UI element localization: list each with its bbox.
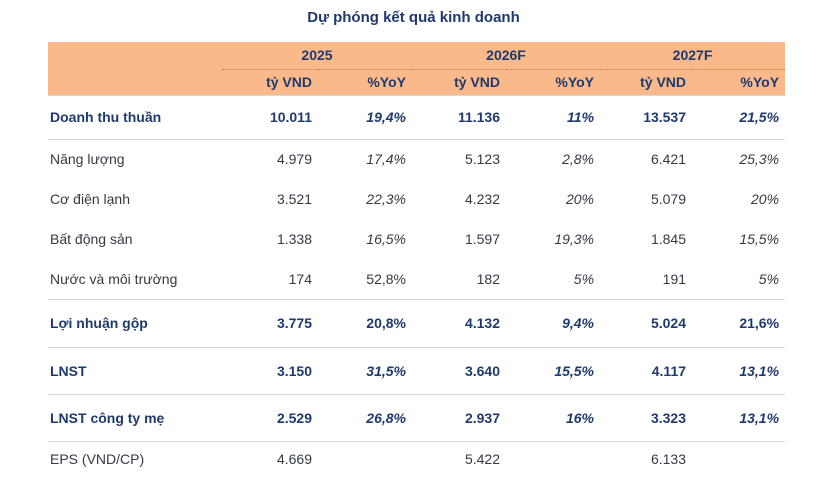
cell-yoy: 2,8% [562, 151, 595, 168]
header-unit: tỷ VND [600, 69, 693, 95]
cell-value: 13.537 [600, 94, 693, 140]
row-label: Năng lượng [50, 151, 125, 168]
cell-yoy: 11% [506, 94, 601, 140]
cell-value: 191 [600, 259, 693, 300]
row-label: Lợi nhuận gộp [48, 299, 222, 348]
row-label: Cơ điện lạnh [50, 191, 131, 207]
cell-yoy: 13,1% [692, 347, 786, 395]
header-blank [48, 42, 222, 69]
cell-value: 6.133 [650, 451, 687, 468]
row-label: LNST [48, 347, 222, 395]
cell-value: 2.937 [412, 394, 506, 442]
cell-yoy: 26,8% [318, 394, 412, 442]
row-label: Doanh thu thuần [48, 94, 222, 140]
cell-yoy: 17,4% [366, 151, 406, 168]
cell-value: 5.123 [464, 151, 500, 168]
cell-yoy: 15,5% [739, 231, 780, 247]
cell-yoy: 5% [692, 259, 786, 300]
table-row-water-env: Nước và môi trường 174 52,8% 182 5% 191 … [48, 259, 786, 300]
cell-value: 3.323 [600, 394, 693, 442]
row-label: EPS (VND/CP) [50, 451, 145, 468]
cell-yoy: 20% [565, 191, 595, 207]
cell-yoy: 20,8% [318, 299, 412, 348]
table-row-revenue: Doanh thu thuần 10.011 19,4% 11.136 11% … [48, 94, 786, 140]
header-unit: %YoY [318, 69, 412, 95]
cell-value: 3.775 [222, 299, 318, 348]
header-year-2026f: 2026F [412, 42, 601, 70]
cell-value: 3.150 [222, 347, 318, 395]
cell-yoy: 22,3% [366, 191, 406, 207]
cell-value: 1.597 [464, 231, 500, 247]
cell-value: 4.117 [600, 347, 693, 395]
cell-value: 5.422 [464, 451, 500, 468]
cell-yoy: 52,8% [318, 259, 412, 300]
cell-value: 3.521 [276, 191, 312, 207]
header-year-2025: 2025 [222, 42, 412, 70]
cell-value: 174 [222, 259, 318, 300]
header-year-row: 2025 2026F 2027F [48, 42, 786, 70]
cell-value: 3.640 [412, 347, 506, 395]
cell-value: 5.024 [600, 299, 693, 348]
cell-value: 1.338 [276, 231, 312, 247]
header-blank [48, 69, 222, 95]
cell-value: 5.079 [650, 191, 687, 207]
header-unit: tỷ VND [412, 69, 506, 95]
header-unit-row: tỷ VND %YoY tỷ VND %YoY tỷ VND %YoY [48, 69, 786, 95]
table-row-real-estate: Bất động sản 1.338 16,5% 1.597 19,3% 1.8… [48, 219, 785, 259]
cell-yoy: 19,3% [554, 231, 595, 247]
cell-value: 4.669 [276, 451, 312, 468]
row-label: LNST công ty mẹ [48, 394, 222, 442]
header-year-2027f: 2027F [600, 42, 786, 70]
cell-value: 4.979 [276, 151, 312, 168]
cell-value: 182 [412, 259, 506, 300]
table-title: Dự phóng kết quả kinh doanh [307, 9, 520, 26]
table-row-energy: Năng lượng 4.979 17,4% 5.123 2,8% 6.421 … [48, 139, 785, 179]
forecast-table: 2025 2026F 2027F tỷ VND %YoY tỷ VND %YoY… [48, 42, 786, 477]
table-row-eps: EPS (VND/CP) 4.669 5.422 6.133 [48, 441, 785, 477]
cell-yoy: 31,5% [318, 347, 412, 395]
cell-value: 11.136 [412, 94, 506, 140]
cell-yoy: 21,6% [692, 299, 786, 348]
row-label: Nước và môi trường [48, 259, 222, 300]
cell-yoy: 5% [506, 259, 601, 300]
cell-value: 10.011 [222, 94, 318, 140]
cell-yoy: 9,4% [506, 299, 601, 348]
cell-yoy: 25,3% [739, 151, 780, 168]
cell-value: 4.132 [412, 299, 506, 348]
header-unit: %YoY [692, 69, 786, 95]
table-row-net-profit: LNST 3.150 31,5% 3.640 15,5% 4.117 13,1% [48, 347, 786, 395]
cell-yoy: 16% [506, 394, 601, 442]
header-unit: %YoY [506, 69, 601, 95]
table-row-parent-net-profit: LNST công ty mẹ 2.529 26,8% 2.937 16% 3.… [48, 394, 786, 442]
cell-yoy [318, 441, 412, 477]
cell-yoy: 21,5% [692, 94, 786, 140]
cell-yoy: 16,5% [366, 231, 406, 247]
table-row-gross-profit: Lợi nhuận gộp 3.775 20,8% 4.132 9,4% 5.0… [48, 299, 786, 348]
row-label: Bất động sản [50, 231, 133, 247]
cell-value: 2.529 [222, 394, 318, 442]
cell-yoy [692, 441, 785, 477]
cell-yoy: 20% [751, 191, 780, 207]
cell-yoy [506, 441, 600, 477]
cell-value: 6.421 [650, 151, 687, 168]
cell-yoy: 15,5% [506, 347, 601, 395]
cell-yoy: 13,1% [692, 394, 786, 442]
cell-value: 1.845 [650, 231, 687, 247]
cell-value: 4.232 [464, 191, 500, 207]
table-row-mep: Cơ điện lạnh 3.521 22,3% 4.232 20% 5.079… [48, 179, 785, 219]
header-unit: tỷ VND [222, 69, 318, 95]
cell-yoy: 19,4% [318, 94, 412, 140]
